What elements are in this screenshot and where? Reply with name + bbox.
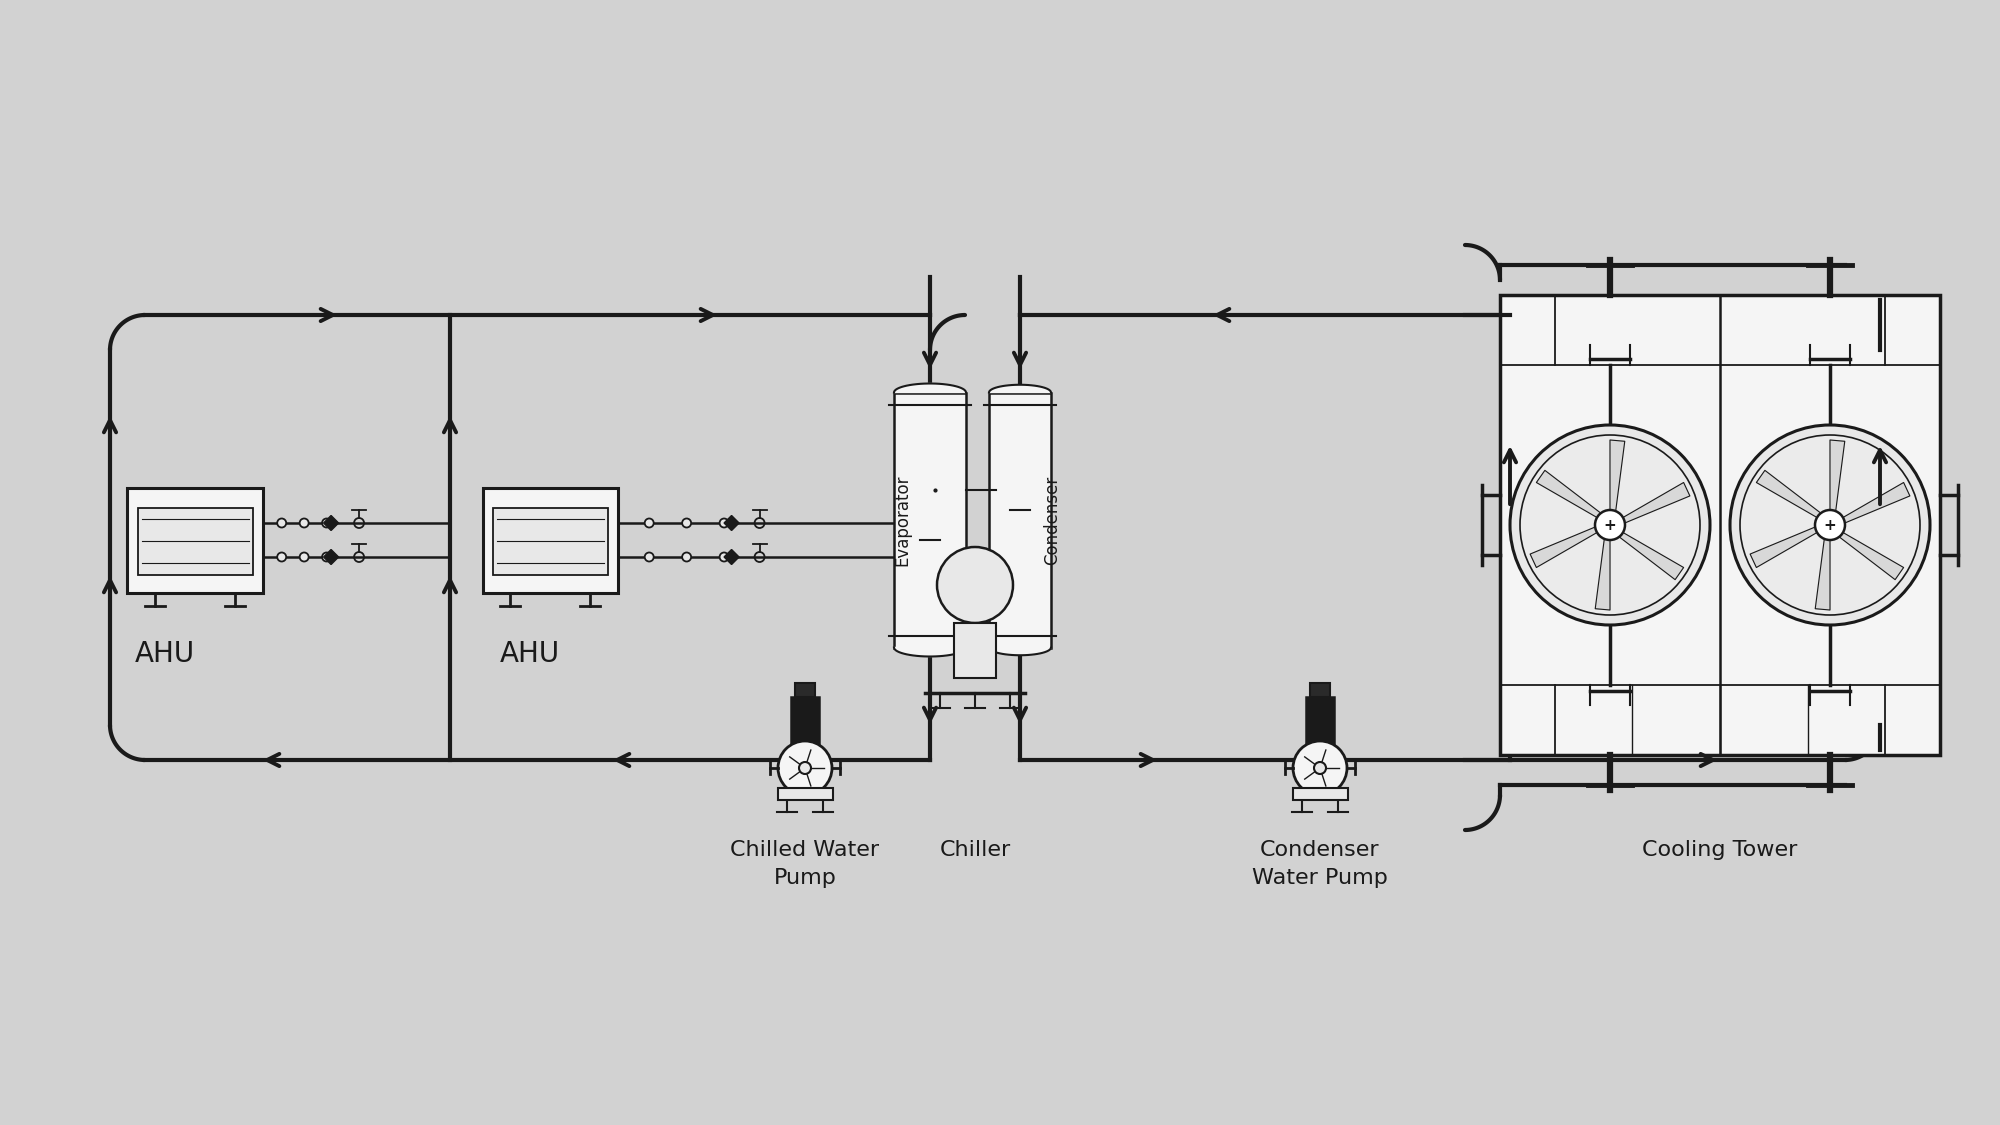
- Bar: [778, 788, 832, 800]
- Bar: [796, 683, 816, 698]
- Polygon shape: [894, 384, 966, 393]
- Bar: [954, 623, 996, 678]
- Polygon shape: [724, 549, 740, 565]
- Polygon shape: [1614, 530, 1684, 579]
- Circle shape: [1594, 510, 1624, 540]
- Bar: [894, 393, 966, 648]
- Polygon shape: [724, 515, 740, 531]
- Bar: [128, 487, 262, 593]
- Circle shape: [644, 552, 654, 561]
- Polygon shape: [894, 648, 966, 657]
- Circle shape: [1520, 435, 1700, 615]
- Circle shape: [644, 519, 654, 528]
- Circle shape: [720, 519, 728, 528]
- Text: AHU: AHU: [500, 640, 560, 668]
- Circle shape: [1730, 425, 1930, 626]
- Circle shape: [936, 547, 1014, 623]
- Polygon shape: [988, 385, 1052, 393]
- Text: AHU: AHU: [136, 640, 196, 668]
- Text: Chilled Water
Pump: Chilled Water Pump: [730, 840, 880, 888]
- Circle shape: [300, 519, 308, 528]
- Circle shape: [1740, 435, 1920, 615]
- Circle shape: [682, 519, 692, 528]
- Polygon shape: [1838, 483, 1910, 525]
- Text: Chiller: Chiller: [940, 840, 1010, 860]
- Circle shape: [1510, 425, 1710, 626]
- Circle shape: [1314, 762, 1326, 774]
- Circle shape: [1292, 741, 1348, 795]
- Circle shape: [278, 519, 286, 528]
- Bar: [1306, 698, 1334, 752]
- Bar: [138, 507, 252, 575]
- Polygon shape: [1530, 525, 1602, 567]
- Circle shape: [278, 552, 286, 561]
- Polygon shape: [1610, 440, 1624, 516]
- Bar: [1292, 788, 1348, 800]
- Polygon shape: [1536, 470, 1604, 520]
- Polygon shape: [1756, 470, 1824, 520]
- Polygon shape: [988, 648, 1052, 655]
- Circle shape: [682, 552, 692, 561]
- Polygon shape: [1596, 533, 1610, 610]
- Bar: [1500, 295, 1940, 755]
- Polygon shape: [1618, 483, 1690, 525]
- Text: Condenser
Water Pump: Condenser Water Pump: [1252, 840, 1388, 888]
- Polygon shape: [324, 549, 338, 565]
- Text: Evaporator: Evaporator: [894, 475, 912, 566]
- Text: +: +: [1824, 518, 1836, 532]
- Text: Cooling Tower: Cooling Tower: [1642, 840, 1798, 860]
- Polygon shape: [1750, 525, 1822, 567]
- Text: Condenser: Condenser: [1044, 476, 1060, 565]
- Bar: [482, 487, 618, 593]
- Bar: [1310, 683, 1330, 698]
- Polygon shape: [1816, 533, 1830, 610]
- Circle shape: [322, 519, 332, 528]
- Bar: [492, 507, 608, 575]
- Polygon shape: [1830, 440, 1844, 516]
- Bar: [792, 698, 820, 752]
- Text: +: +: [1604, 518, 1616, 532]
- Circle shape: [322, 552, 332, 561]
- Circle shape: [1816, 510, 1844, 540]
- Polygon shape: [324, 515, 338, 531]
- Circle shape: [300, 552, 308, 561]
- Circle shape: [778, 741, 832, 795]
- Bar: [988, 393, 1050, 648]
- Circle shape: [800, 762, 812, 774]
- Circle shape: [720, 552, 728, 561]
- Polygon shape: [1836, 530, 1904, 579]
